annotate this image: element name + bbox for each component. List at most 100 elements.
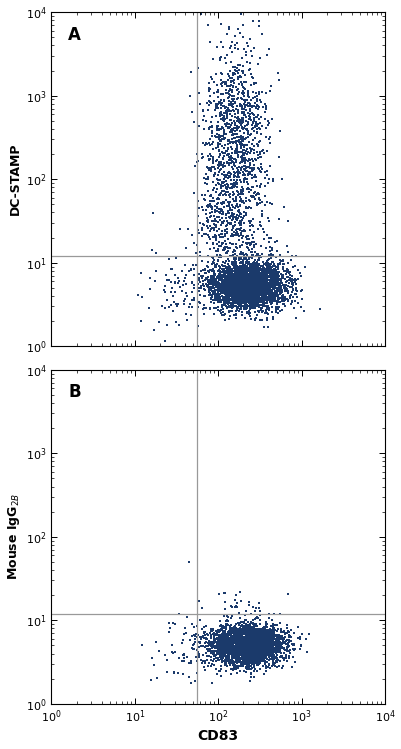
Point [274, 652, 281, 664]
Point [232, 642, 238, 654]
Point [268, 653, 275, 665]
Point [223, 640, 229, 652]
Point [233, 276, 239, 288]
Point [236, 296, 243, 308]
Point [235, 288, 242, 300]
Point [262, 658, 268, 670]
Point [268, 263, 275, 275]
Point [223, 277, 229, 289]
Point [247, 260, 253, 272]
Point [242, 296, 249, 308]
Point [256, 633, 262, 645]
Point [207, 264, 214, 276]
Point [264, 264, 270, 276]
Point [262, 268, 268, 280]
Point [245, 268, 251, 280]
Point [262, 282, 269, 294]
Point [246, 632, 252, 644]
Point [166, 253, 172, 265]
Point [186, 264, 192, 276]
Point [251, 643, 257, 655]
Point [248, 279, 255, 291]
Point [257, 640, 263, 652]
Point [228, 282, 234, 294]
Point [234, 185, 240, 197]
Point [297, 631, 304, 643]
Point [233, 622, 239, 634]
Point [257, 240, 264, 252]
Point [218, 219, 224, 231]
Point [257, 197, 263, 209]
Point [282, 273, 289, 285]
Point [244, 291, 250, 303]
Point [248, 271, 255, 283]
Point [236, 637, 243, 649]
Point [245, 269, 251, 281]
Point [217, 130, 224, 142]
Point [246, 619, 253, 631]
Point [255, 283, 262, 295]
Point [259, 640, 265, 652]
Point [232, 623, 239, 635]
Point [261, 640, 268, 652]
Point [238, 652, 244, 664]
Point [242, 160, 249, 172]
Point [273, 270, 279, 282]
Point [221, 279, 227, 291]
Point [249, 278, 255, 290]
Point [242, 163, 248, 175]
Point [208, 631, 215, 643]
Point [180, 655, 187, 667]
Point [245, 654, 251, 666]
Point [187, 309, 194, 321]
Point [285, 589, 291, 601]
Point [242, 290, 248, 302]
Point [244, 280, 250, 292]
Point [240, 643, 247, 655]
Point [194, 148, 200, 160]
Point [238, 638, 245, 650]
Point [176, 652, 182, 664]
Point [233, 628, 239, 640]
Point [229, 277, 235, 289]
Point [256, 627, 263, 639]
Point [216, 631, 222, 643]
Point [230, 642, 236, 654]
Point [213, 292, 220, 304]
Point [213, 219, 219, 231]
Point [252, 91, 259, 103]
Point [284, 643, 290, 655]
Point [252, 262, 258, 274]
Point [259, 283, 266, 295]
Point [267, 263, 274, 275]
Point [215, 643, 221, 655]
Point [235, 641, 241, 653]
Point [246, 157, 253, 169]
Point [217, 639, 223, 651]
Point [269, 628, 275, 640]
Point [271, 644, 277, 656]
Point [221, 634, 227, 646]
Point [260, 272, 266, 284]
Point [255, 637, 262, 649]
Point [247, 653, 254, 665]
Point [286, 640, 293, 652]
Point [250, 278, 256, 290]
Point [232, 278, 238, 290]
Point [201, 228, 207, 240]
Point [225, 296, 231, 308]
Point [236, 264, 243, 276]
Point [236, 210, 243, 222]
Point [225, 23, 232, 35]
Point [205, 261, 211, 273]
Point [258, 647, 265, 659]
Point [251, 638, 257, 650]
Point [227, 178, 234, 190]
Point [254, 275, 261, 287]
Point [261, 636, 267, 648]
Point [235, 149, 241, 161]
Point [233, 278, 240, 290]
Point [237, 648, 243, 660]
Point [231, 127, 238, 139]
Point [213, 645, 219, 657]
